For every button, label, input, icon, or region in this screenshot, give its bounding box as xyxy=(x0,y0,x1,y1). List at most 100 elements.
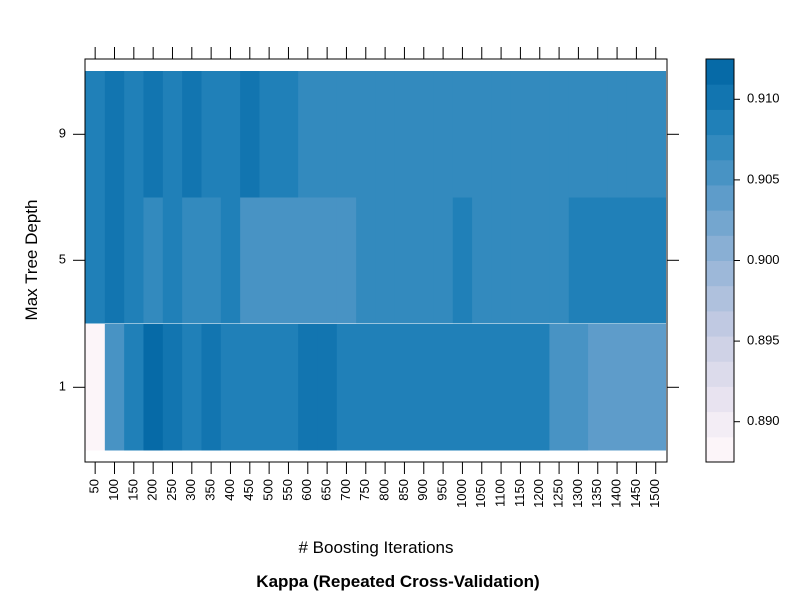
heatmap-cell xyxy=(568,71,589,198)
heatmap-cell xyxy=(491,71,512,198)
heatmap-cell xyxy=(356,71,377,198)
heatmap-cell xyxy=(259,324,280,451)
colorbar-tick-label: 0.900 xyxy=(747,252,780,267)
heatmap-cell xyxy=(452,71,473,198)
heatmap-cell xyxy=(626,197,647,324)
x-tick-label: 150 xyxy=(125,479,140,501)
heatmap-cell xyxy=(298,71,319,198)
heatmap-cell xyxy=(491,324,512,451)
heatmap-cell xyxy=(549,324,570,451)
colorbar-block xyxy=(706,361,734,387)
heatmap-cell xyxy=(220,71,241,198)
colorbar-block xyxy=(706,159,734,186)
x-tick-label: 650 xyxy=(319,479,334,501)
colorbar-block xyxy=(706,59,734,85)
heatmap-cell xyxy=(240,71,261,198)
x-tick-label: 1100 xyxy=(493,479,508,507)
heatmap-cell xyxy=(452,197,473,324)
heatmap-cell xyxy=(646,197,666,324)
heatmap-cell xyxy=(259,71,280,198)
heatmap-cell xyxy=(240,197,261,324)
heatmap-cell xyxy=(472,71,493,198)
heatmap-cell xyxy=(240,324,261,451)
heatmap-cell xyxy=(278,71,299,198)
heatmap-cell xyxy=(607,324,628,451)
x-tick-label: 1250 xyxy=(551,479,566,508)
y-tick-label: 1 xyxy=(59,379,66,394)
x-tick-label: 300 xyxy=(183,479,198,501)
heatmap-cell xyxy=(336,197,357,324)
x-tick-label: 1050 xyxy=(473,479,488,508)
x-tick-label: 750 xyxy=(357,479,372,501)
heatmap-cell xyxy=(375,324,396,451)
colorbar-block xyxy=(706,260,734,287)
colorbar-block xyxy=(706,386,734,413)
heatmap-cell xyxy=(549,71,570,198)
heatmap-cell xyxy=(491,197,512,324)
heatmap-cell xyxy=(356,324,377,451)
heatmap-cell xyxy=(568,324,589,451)
heatmap-cell xyxy=(162,324,183,451)
heatmap-cell xyxy=(549,197,570,324)
x-tick-label: 1450 xyxy=(628,479,643,508)
y-axis-title: Max Tree Depth xyxy=(22,200,41,321)
heatmap-cell xyxy=(472,197,493,324)
heatmap-cell xyxy=(259,197,280,324)
heatmap-cell xyxy=(317,197,338,324)
heatmap-cell xyxy=(356,197,377,324)
colorbar-block xyxy=(706,109,734,136)
heatmap-cell xyxy=(278,197,299,324)
heatmap-cell xyxy=(104,71,125,198)
heatmap-cell xyxy=(85,324,106,451)
heatmap-cell xyxy=(201,324,222,451)
heatmap-cell xyxy=(85,71,106,198)
colorbar-tick-label: 0.895 xyxy=(747,333,780,348)
colorbar-block xyxy=(706,84,734,110)
colorbar-block xyxy=(706,134,734,161)
x-tick-label: 850 xyxy=(396,479,411,501)
heatmap-cell xyxy=(394,324,415,451)
colorbar-block xyxy=(706,310,734,337)
heatmap-cell xyxy=(510,324,531,451)
heatmap-cell xyxy=(162,71,183,198)
heatmap-cell xyxy=(317,324,338,451)
x-tick-label: 800 xyxy=(377,479,392,501)
heatmap-cell xyxy=(143,324,164,451)
heatmap-cell xyxy=(143,197,164,324)
chart-title: Kappa (Repeated Cross-Validation) xyxy=(256,572,539,591)
heatmap-cell xyxy=(530,324,551,451)
heatmap-cell xyxy=(588,324,609,451)
x-tick-label: 1300 xyxy=(570,479,585,508)
heatmap-cell xyxy=(433,71,454,198)
colorbar-block xyxy=(706,336,734,362)
x-tick-label: 100 xyxy=(106,479,121,501)
heatmap-cell xyxy=(588,197,609,324)
x-tick-label: 600 xyxy=(299,479,314,501)
heatmap-cell xyxy=(568,197,589,324)
colorbar-block xyxy=(706,235,734,261)
heatmap-cell xyxy=(452,324,473,451)
heatmap-cell xyxy=(646,324,666,451)
heatmap-cell xyxy=(104,324,125,451)
heatmap-cell xyxy=(143,71,164,198)
x-tick-label: 700 xyxy=(338,479,353,501)
heatmap-cell xyxy=(433,197,454,324)
heatmap-cell xyxy=(510,71,531,198)
x-tick-label: 250 xyxy=(164,479,179,501)
heatmap-cell xyxy=(510,197,531,324)
x-tick-label: 1500 xyxy=(647,479,662,508)
x-tick-label: 1400 xyxy=(609,479,624,508)
heatmap-cell xyxy=(182,71,203,198)
heatmap-cell xyxy=(220,324,241,451)
colorbar-block xyxy=(706,285,734,312)
colorbar-block xyxy=(706,436,734,463)
heatmap-cell xyxy=(626,71,647,198)
heatmap-cell xyxy=(646,71,666,198)
colorbar xyxy=(706,59,734,463)
heatmap-cell xyxy=(588,71,609,198)
y-tick-label: 5 xyxy=(59,252,66,267)
colorbar-tick-label: 0.905 xyxy=(747,171,780,186)
heatmap-cell xyxy=(298,324,319,451)
